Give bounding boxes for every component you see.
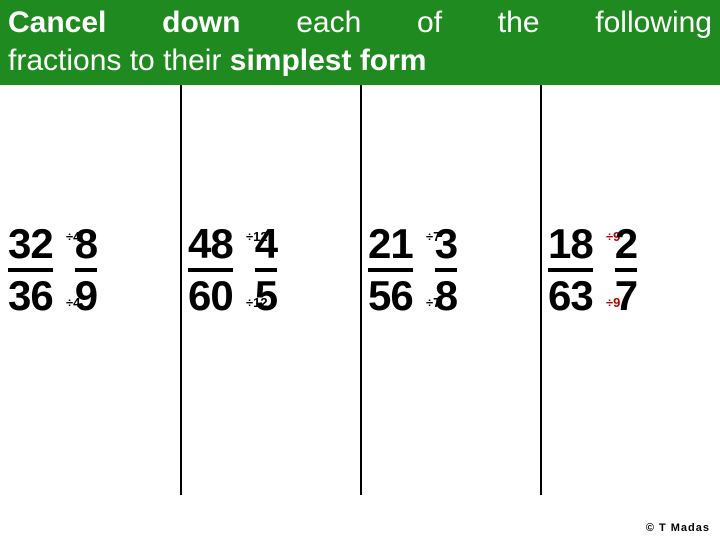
result-numerator: 2 <box>615 223 637 265</box>
result-denominator: 8 <box>435 275 457 317</box>
orig-denominator: 60 <box>188 275 233 317</box>
copyright: © T Madas <box>646 522 710 534</box>
simplified-fraction: 38 <box>435 223 457 317</box>
simplified-fraction: 27 <box>615 223 637 317</box>
fraction-group-3: 2156÷7÷738 <box>368 223 457 317</box>
content-area: 3236÷4÷4894860÷12÷12452156÷7÷7381863÷9÷9… <box>0 85 720 505</box>
orig-numerator: 48 <box>188 223 233 265</box>
orig-denominator: 56 <box>368 275 413 317</box>
divider-2 <box>360 85 362 495</box>
divider-3 <box>540 85 542 495</box>
result-numerator: 4 <box>255 223 277 265</box>
title-bold-1: Cancel down <box>8 6 240 39</box>
orig-numerator: 21 <box>368 223 413 265</box>
fraction-group-4: 1863÷9÷927 <box>548 223 637 317</box>
orig-numerator: 32 <box>8 223 53 265</box>
original-fraction: 2156÷7÷7 <box>368 223 413 317</box>
result-numerator: 8 <box>75 223 97 265</box>
result-denominator: 9 <box>75 275 97 317</box>
fraction-group-2: 4860÷12÷1245 <box>188 223 277 317</box>
orig-denominator: 36 <box>8 275 53 317</box>
fraction-group-1: 3236÷4÷489 <box>8 223 97 317</box>
orig-denominator: 63 <box>548 275 593 317</box>
original-fraction: 1863÷9÷9 <box>548 223 593 317</box>
title-bold-2: simplest form <box>230 44 427 77</box>
original-fraction: 3236÷4÷4 <box>8 223 53 317</box>
header-bar: Cancel down each of the following fracti… <box>0 0 720 85</box>
result-denominator: 5 <box>255 275 277 317</box>
divider-1 <box>180 85 182 495</box>
simplified-fraction: 89 <box>75 223 97 317</box>
result-denominator: 7 <box>615 275 637 317</box>
title-plain-1: each of the following <box>240 6 712 39</box>
orig-numerator: 18 <box>548 223 593 265</box>
title-plain-2: fractions to their <box>8 44 230 77</box>
result-numerator: 3 <box>435 223 457 265</box>
original-fraction: 4860÷12÷12 <box>188 223 233 317</box>
simplified-fraction: 45 <box>255 223 277 317</box>
